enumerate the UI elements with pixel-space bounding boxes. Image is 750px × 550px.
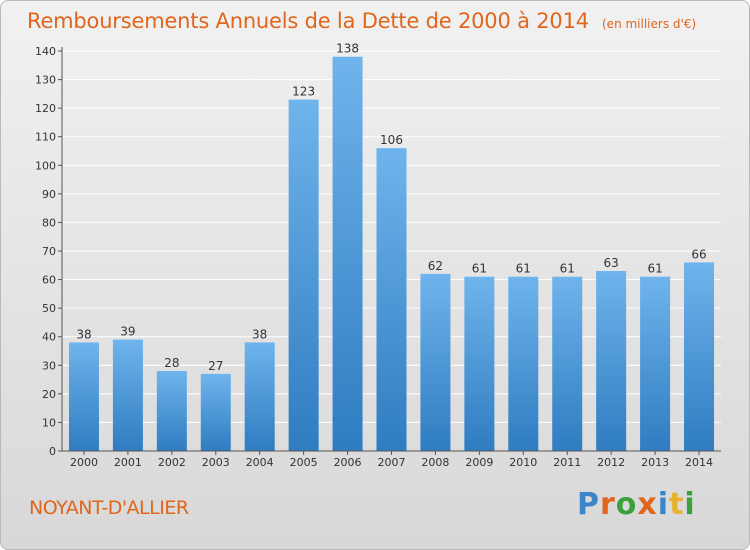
x-tick-label: 2009: [465, 456, 493, 469]
bar-2011: [552, 276, 583, 451]
bar-2005: [288, 99, 319, 452]
bar-value-label: 106: [380, 133, 403, 147]
x-tick-label: 2006: [334, 456, 362, 469]
y-tick-label: 90: [42, 188, 56, 201]
bar-value-label: 61: [560, 262, 575, 276]
bar-2001: [112, 339, 143, 451]
brand-logo: Proxiti: [577, 487, 696, 522]
y-tick-label: 140: [35, 45, 56, 58]
bar-value-label: 38: [76, 327, 91, 341]
bar-2006: [332, 56, 363, 451]
bar-2014: [684, 262, 715, 451]
x-tick-label: 2008: [421, 456, 449, 469]
brand-letter: x: [637, 487, 658, 522]
bar-2004: [244, 342, 275, 451]
bar-value-label: 61: [516, 262, 531, 276]
commune-name: NOYANT-D'ALLIER: [29, 497, 189, 519]
x-tick-label: 2007: [378, 456, 406, 469]
brand-letter: r: [600, 487, 616, 522]
bar-2000: [68, 342, 99, 451]
bar-value-label: 38: [252, 327, 267, 341]
bar-2012: [596, 271, 627, 451]
brand-letter: t: [669, 487, 685, 522]
x-tick-label: 2005: [290, 456, 318, 469]
chart-title: Remboursements Annuels de la Dette de 20…: [27, 9, 696, 33]
y-tick-label: 110: [35, 131, 56, 144]
y-tick-label: 0: [49, 445, 56, 458]
bar-2003: [200, 373, 231, 451]
x-tick-label: 2004: [246, 456, 274, 469]
bar-value-label: 66: [691, 247, 706, 261]
bar-value-label: 138: [336, 42, 359, 56]
x-tick-label: 2003: [202, 456, 230, 469]
y-tick-label: 20: [42, 388, 56, 401]
chart-title-text: Remboursements Annuels de la Dette de 20…: [27, 9, 589, 33]
y-tick-label: 130: [35, 74, 56, 87]
y-tick-label: 30: [42, 359, 56, 372]
x-tick-label: 2013: [641, 456, 669, 469]
x-tick-label: 2010: [509, 456, 537, 469]
y-tick-label: 10: [42, 416, 56, 429]
bar-value-label: 61: [647, 262, 662, 276]
brand-letter: i: [684, 487, 696, 522]
x-tick-label: 2001: [114, 456, 142, 469]
y-tick-label: 60: [42, 274, 56, 287]
bar-value-label: 123: [292, 85, 315, 99]
bar-2008: [420, 273, 451, 451]
bar-value-label: 39: [120, 325, 135, 339]
y-tick-label: 80: [42, 216, 56, 229]
bar-2010: [508, 276, 539, 451]
bar-2002: [156, 371, 187, 451]
x-tick-label: 2012: [597, 456, 625, 469]
x-tick-label: 2000: [70, 456, 98, 469]
bar-value-label: 62: [428, 259, 443, 273]
x-tick-label: 2014: [685, 456, 713, 469]
bar-value-label: 61: [472, 262, 487, 276]
y-tick-label: 70: [42, 245, 56, 258]
bar-2007: [376, 148, 407, 451]
bar-value-label: 63: [604, 256, 619, 270]
y-tick-label: 50: [42, 302, 56, 315]
bar-2013: [640, 276, 671, 451]
y-tick-label: 40: [42, 331, 56, 344]
brand-letter: i: [657, 487, 670, 522]
x-tick-label: 2002: [158, 456, 186, 469]
y-tick-label: 100: [35, 159, 56, 172]
y-tick-label: 120: [35, 102, 56, 115]
brand-letter: o: [615, 487, 638, 522]
chart-unit: (en milliers d'€): [602, 17, 697, 31]
bar-2009: [464, 276, 495, 451]
brand-letter: P: [577, 487, 600, 522]
bar-value-label: 28: [164, 356, 179, 370]
x-tick-label: 2011: [553, 456, 581, 469]
bar-value-label: 27: [208, 359, 223, 373]
axes: 0 10 20 30 40 50 60 70 80 90 100 110 120 130 140 2000 20…: [35, 45, 721, 469]
bars: 38 39 28 27 38 123 138 106 62 61 61 61 63 61 66: [68, 42, 715, 452]
